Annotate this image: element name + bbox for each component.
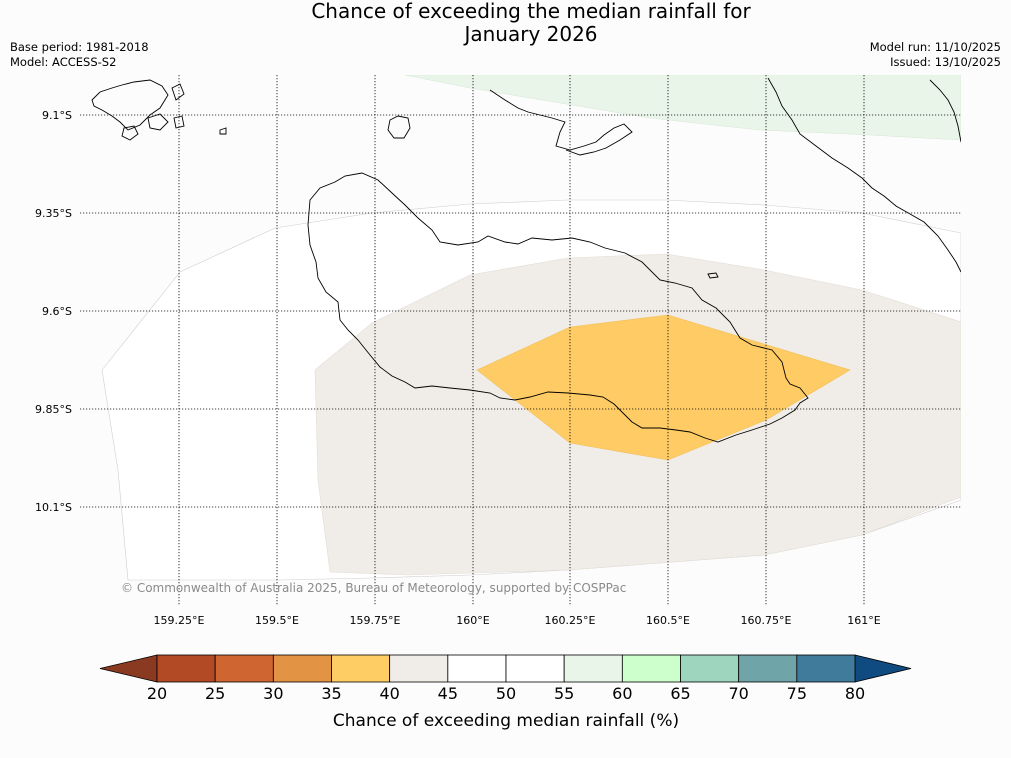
lon-label: 159.25°E	[154, 614, 205, 627]
colorbar-tick-label: 35	[321, 684, 341, 703]
lat-label: 9.35°S	[35, 207, 72, 220]
coastline-small-islet	[707, 272, 719, 279]
coastline-islet-5	[219, 127, 227, 135]
lat-label: 10.1°S	[35, 501, 72, 514]
colorbar-swatch	[738, 654, 798, 683]
lon-label: 159.75°E	[350, 614, 401, 627]
colorbar-tick-label: 25	[205, 684, 225, 703]
model-run: Model run: 11/10/2025	[869, 40, 1001, 54]
title-line-1: Chance of exceeding the median rainfall …	[311, 0, 751, 23]
colorbar-swatch	[505, 654, 565, 683]
copyright-credit: © Commonwealth of Australia 2025, Bureau…	[121, 581, 626, 595]
colorbar-title: Chance of exceeding median rainfall (%)	[333, 711, 679, 731]
colorbar-swatch	[272, 654, 332, 683]
lat-label: 9.6°S	[42, 305, 72, 318]
probability-region-55-60	[404, 75, 961, 141]
coastline-nggela-islands	[91, 79, 169, 131]
latitude-labels: 9.1°S 9.35°S 9.6°S 9.85°S 10.1°S	[35, 109, 72, 514]
coastlines	[91, 77, 961, 443]
lon-label: 161°E	[847, 614, 880, 627]
colorbar-swatch	[796, 654, 856, 683]
lon-label: 160°E	[456, 614, 489, 627]
lon-label: 159.5°E	[255, 614, 299, 627]
coastline-malaita-east	[929, 79, 961, 143]
coastline-islet-3	[171, 83, 185, 101]
colorbar-swatch	[156, 654, 216, 683]
coastline-guadalcanal	[307, 172, 809, 443]
colorbar-ticks: 20 25 30 35 40 45 50 55 60 65 70 75 80	[147, 684, 865, 703]
colorbar-swatch	[389, 654, 449, 683]
colorbar-swatch	[331, 654, 391, 683]
colorbar-tick-label: 40	[379, 684, 399, 703]
colorbar-tick-label: 45	[438, 684, 458, 703]
base-period: Base period: 1981-2018	[10, 40, 149, 54]
colorbar-tick-label: 60	[612, 684, 632, 703]
colorbar-tick-label: 55	[554, 684, 574, 703]
chart-title: Chance of exceeding the median rainfall …	[0, 0, 1011, 46]
lat-label: 9.85°S	[35, 403, 72, 416]
coastline-islet-1	[121, 125, 139, 141]
colorbar-extend-high	[854, 654, 912, 683]
map-area: © Commonwealth of Australia 2025, Bureau…	[80, 75, 961, 605]
meta-left: Base period: 1981-2018 Model: ACCESS-S2	[10, 40, 149, 70]
lon-label: 160.25°E	[545, 614, 596, 627]
colorbar-swatch	[563, 654, 623, 683]
lat-label: 9.1°S	[42, 109, 72, 122]
model-name: Model: ACCESS-S2	[10, 55, 117, 69]
colorbar-extend-low	[99, 654, 158, 683]
coastline-malaita	[767, 77, 961, 273]
coastline-savo-island	[387, 115, 411, 139]
colorbar-swatches	[156, 654, 856, 683]
colorbar-tick-label: 30	[263, 684, 283, 703]
colorbar-swatch	[214, 654, 274, 683]
colorbar: 20 25 30 35 40 45 50 55 60 65 70 75 80 Chance of exc…	[99, 654, 912, 731]
coastline-florida-islands	[489, 89, 633, 156]
colorbar-tick-label: 70	[728, 684, 748, 703]
colorbar-tick-label: 80	[845, 684, 865, 703]
coastline-islet-4	[173, 115, 185, 129]
coastline-islet-2	[147, 113, 169, 131]
lon-label: 160.5°E	[646, 614, 690, 627]
gridlines	[80, 75, 961, 605]
colorbar-swatch	[680, 654, 740, 683]
colorbar-swatch	[447, 654, 507, 683]
issued-date: Issued: 13/10/2025	[890, 55, 1001, 69]
colorbar-tick-label: 65	[670, 684, 690, 703]
colorbar-swatch	[621, 654, 681, 683]
meta-right: Model run: 11/10/2025 Issued: 13/10/2025	[870, 40, 1001, 70]
lon-label: 160.75°E	[741, 614, 792, 627]
title-line-2: January 2026	[464, 22, 598, 46]
colorbar-tick-label: 20	[147, 684, 167, 703]
colorbar-tick-label: 50	[496, 684, 516, 703]
colorbar-tick-label: 75	[787, 684, 807, 703]
longitude-labels: 159.25°E 159.5°E 159.75°E 160°E 160.25°E…	[154, 614, 881, 627]
